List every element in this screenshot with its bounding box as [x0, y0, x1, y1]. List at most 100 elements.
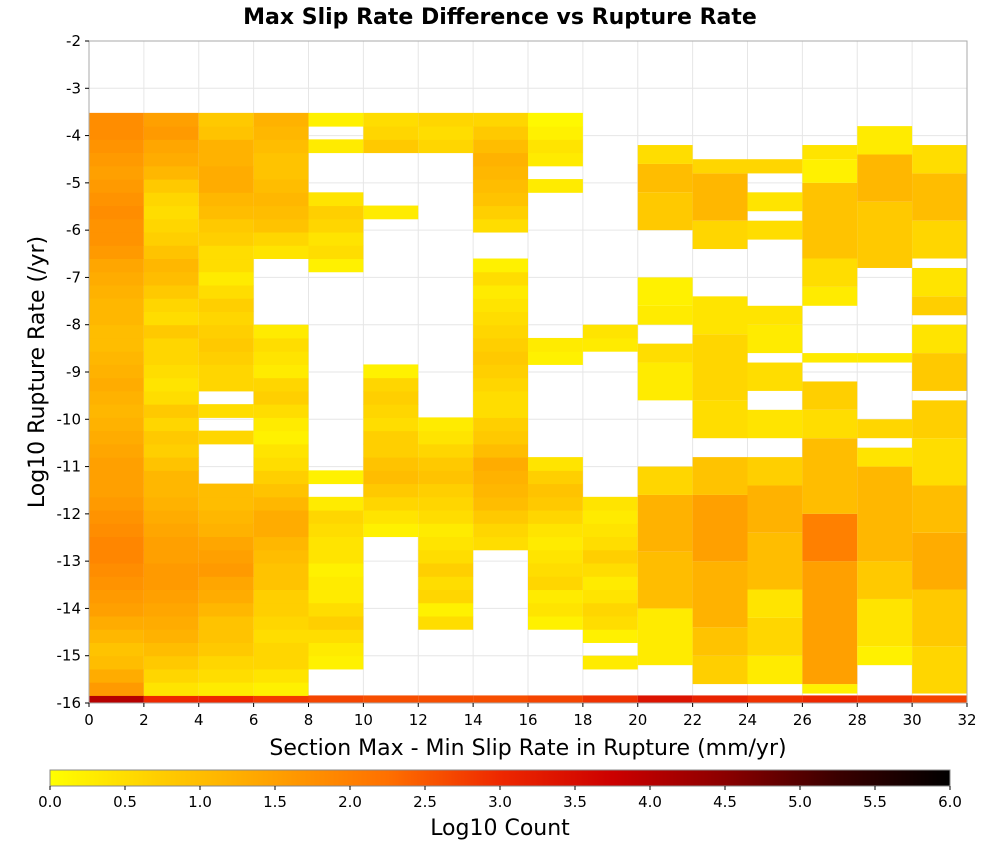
heatmap-cell: [89, 523, 144, 538]
heatmap-cell: [528, 510, 583, 524]
heatmap-cell: [253, 245, 309, 260]
colorbar-tick-label: 1.5: [263, 793, 287, 811]
colorbar-tick-label: 3.5: [563, 793, 587, 811]
heatmap-cell: [253, 629, 309, 643]
heatmap-cell: [363, 430, 419, 445]
y-tick-label: -14: [57, 599, 82, 617]
heatmap-cell: [637, 305, 693, 325]
colorbar-tick-label: 0.0: [38, 793, 62, 811]
x-tick-label: 16: [518, 711, 537, 729]
heatmap-cell: [473, 258, 528, 273]
heatmap-cell: [198, 563, 254, 577]
heatmap-cell: [89, 457, 144, 471]
heatmap-cell: [528, 695, 583, 703]
heatmap-cell: [747, 617, 803, 656]
heatmap-cell: [253, 549, 309, 564]
heatmap-cell: [473, 271, 528, 286]
heatmap-cell: [528, 179, 583, 193]
x-tick-label: 8: [304, 711, 314, 729]
heatmap-cell: [528, 589, 583, 604]
heatmap-cell: [802, 561, 858, 685]
heatmap-cell: [857, 466, 913, 562]
heatmap-cell: [143, 430, 199, 445]
heatmap-cell: [198, 271, 254, 286]
colorbar-tick-label: 2.0: [338, 793, 362, 811]
heatmap-cell: [253, 563, 309, 577]
heatmap-cell: [89, 271, 144, 286]
heatmap-cell: [198, 364, 254, 379]
heatmap-cell: [747, 324, 803, 354]
heatmap-cell: [143, 523, 199, 538]
heatmap-cell: [143, 390, 199, 405]
heatmap-cell: [308, 695, 364, 703]
heatmap-cell: [637, 695, 693, 703]
heatmap-cell: [89, 192, 144, 207]
x-tick-label: 14: [464, 711, 483, 729]
heatmap-cell: [198, 179, 254, 193]
heatmap-cell: [253, 496, 309, 511]
heatmap-cell: [528, 496, 583, 511]
heatmap-cell: [857, 419, 913, 439]
heatmap-cell: [857, 447, 913, 467]
heatmap-cell: [143, 364, 199, 379]
heatmap-cell: [89, 483, 144, 498]
y-axis-ticks: -2 -3 -4 -5 -6 -7 -8 -9 -10 -11 -12 -13 -14 -15 -16: [57, 32, 89, 712]
heatmap-cell: [582, 615, 638, 630]
heatmap-cell: [473, 404, 528, 418]
heatmap-cell: [143, 112, 199, 127]
heatmap-cell: [89, 152, 144, 167]
heatmap-cell: [473, 152, 528, 167]
heatmap-cell: [747, 220, 803, 240]
heatmap-cell: [473, 536, 528, 551]
heatmap-cell: [89, 470, 144, 485]
heatmap-cell: [473, 457, 528, 471]
colorbar-tick-label: 0.5: [113, 793, 137, 811]
heatmap-cell: [253, 404, 309, 418]
heatmap-cell: [198, 536, 254, 551]
heatmap-cell: [143, 404, 199, 418]
heatmap-cell: [143, 496, 199, 511]
heatmap-cell: [198, 576, 254, 591]
heatmap-cell: [747, 695, 803, 703]
heatmap-cell: [143, 351, 199, 365]
heatmap-cell: [473, 139, 528, 154]
heatmap-cell: [198, 695, 254, 703]
heatmap-cell: [637, 494, 693, 552]
heatmap-cell: [582, 496, 638, 511]
heatmap-cell: [528, 337, 583, 352]
heatmap-cell: [418, 576, 474, 591]
heatmap-cell: [747, 485, 803, 533]
heatmap-cell: [363, 695, 419, 703]
y-tick-label: -3: [66, 79, 81, 97]
heatmap-cell: [308, 589, 364, 604]
x-tick-label: 0: [84, 711, 94, 729]
x-tick-label: 30: [903, 711, 922, 729]
heatmap-cell: [418, 549, 474, 564]
x-tick-label: 28: [848, 711, 867, 729]
heatmap-cell: [912, 438, 967, 486]
x-tick-label: 2: [139, 711, 149, 729]
heatmap-cell: [143, 152, 199, 167]
heatmap-cell: [692, 220, 748, 250]
heatmap-cell: [89, 642, 144, 657]
heatmap-cell: [473, 351, 528, 365]
x-tick-label: 20: [628, 711, 647, 729]
y-tick-label: -12: [57, 505, 82, 523]
heatmap-cell: [418, 695, 474, 703]
heatmap-cell: [802, 695, 858, 703]
heatmap-cell: [912, 353, 967, 391]
heatmap-cell: [143, 245, 199, 260]
heatmap-cell: [143, 615, 199, 630]
heatmap-cell: [198, 629, 254, 643]
heatmap-cell: [473, 311, 528, 326]
heatmap-cell: [253, 218, 309, 233]
heatmap-cell: [473, 483, 528, 498]
heatmap-cell: [912, 145, 967, 174]
heatmap-cell: [528, 112, 583, 127]
heatmap-cell: [857, 201, 913, 268]
heatmap-cell: [143, 271, 199, 286]
heatmap-cell: [473, 126, 528, 140]
heatmap-cell: [802, 684, 858, 694]
heatmap-cell: [912, 324, 967, 354]
colorbar-tick-label: 6.0: [938, 793, 962, 811]
